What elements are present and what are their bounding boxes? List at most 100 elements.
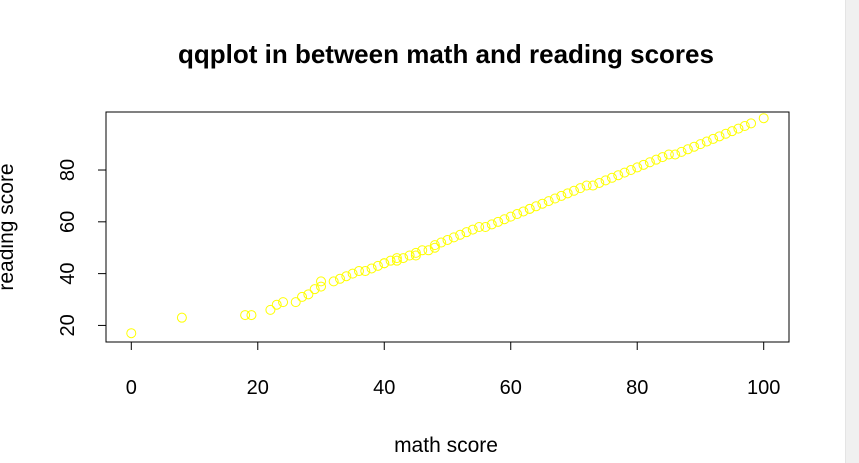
x-axis: 0 20 40 60 80 100	[126, 341, 780, 399]
data-point	[271, 299, 282, 310]
data-point	[676, 146, 687, 157]
data-point	[404, 250, 415, 261]
data-point	[347, 268, 358, 279]
y-tick-label: 40	[57, 262, 79, 284]
data-point	[410, 247, 421, 258]
y-tick-label: 60	[57, 211, 79, 233]
data-point	[278, 297, 289, 308]
data-point	[550, 193, 561, 204]
data-point	[708, 133, 719, 144]
data-point	[316, 281, 327, 292]
x-tick-label: 80	[626, 377, 648, 399]
data-point	[341, 271, 352, 282]
data-point	[727, 126, 738, 137]
data-point	[657, 152, 668, 163]
data-point	[126, 328, 137, 339]
data-point	[689, 141, 700, 152]
data-point	[568, 185, 579, 196]
data-point	[644, 157, 655, 168]
data-point	[448, 232, 459, 243]
data-point	[385, 255, 396, 266]
data-point	[480, 222, 491, 232]
x-tick-label: 20	[247, 377, 269, 399]
data-point	[366, 263, 377, 274]
data-point	[524, 203, 535, 214]
data-point	[670, 149, 681, 160]
data-point	[328, 276, 339, 287]
data-point	[455, 229, 466, 240]
data-point	[499, 214, 510, 225]
data-point	[613, 170, 624, 181]
data-point	[353, 266, 364, 277]
data-point	[543, 196, 554, 207]
data-point	[246, 310, 257, 321]
data-point	[290, 297, 301, 308]
data-points	[126, 113, 769, 339]
data-point	[594, 177, 605, 188]
data-point	[531, 201, 542, 212]
data-point	[379, 258, 390, 269]
data-point	[486, 219, 497, 230]
data-point	[316, 276, 327, 287]
data-point	[606, 172, 617, 183]
data-point	[417, 245, 428, 256]
y-axis-label: reading score	[0, 163, 18, 290]
data-point	[474, 222, 485, 232]
data-point	[429, 240, 440, 251]
y-tick-label: 20	[57, 314, 79, 336]
data-point	[682, 144, 693, 155]
data-point	[309, 284, 320, 295]
data-point	[467, 224, 478, 235]
x-tick-label: 40	[373, 377, 395, 399]
data-point	[720, 128, 731, 139]
y-axis: 20 40 60 80	[57, 159, 107, 337]
data-point	[651, 154, 662, 165]
data-point	[625, 165, 636, 176]
data-point	[391, 253, 402, 264]
data-point	[410, 250, 421, 261]
data-point	[297, 291, 308, 302]
data-point	[758, 113, 769, 124]
data-point	[461, 227, 472, 238]
data-point	[518, 206, 529, 217]
data-point	[537, 198, 548, 209]
data-point	[442, 234, 453, 245]
data-point	[733, 123, 744, 134]
data-point	[493, 216, 504, 227]
data-point	[303, 289, 314, 300]
data-point	[505, 211, 516, 222]
data-point	[512, 209, 523, 220]
data-point	[334, 273, 345, 284]
data-point	[562, 188, 573, 199]
data-point	[739, 120, 750, 131]
data-point	[695, 139, 706, 150]
data-point	[619, 167, 630, 178]
data-point	[423, 245, 434, 256]
data-point	[638, 159, 649, 170]
chart-title: qqplot in between math and reading score…	[178, 39, 714, 69]
data-point	[391, 255, 402, 266]
data-point	[398, 253, 409, 264]
data-point	[581, 180, 592, 191]
data-point	[372, 260, 383, 271]
x-tick-label: 0	[126, 377, 137, 399]
x-axis-label: math score	[394, 434, 498, 457]
plot-frame	[105, 111, 790, 343]
x-tick-label: 60	[500, 377, 522, 399]
data-point	[663, 149, 674, 160]
data-point	[436, 237, 447, 248]
data-point	[429, 242, 440, 253]
data-point	[746, 118, 757, 129]
data-point	[360, 266, 371, 277]
data-point	[240, 310, 251, 321]
data-point	[701, 136, 712, 147]
x-tick-label: 100	[747, 377, 780, 399]
data-point	[556, 190, 567, 201]
data-point	[600, 175, 611, 186]
window-scrollbar[interactable]	[845, 0, 859, 463]
data-point	[176, 312, 187, 323]
data-point	[575, 183, 586, 194]
y-tick-label: 80	[57, 159, 79, 181]
data-point	[265, 304, 276, 315]
